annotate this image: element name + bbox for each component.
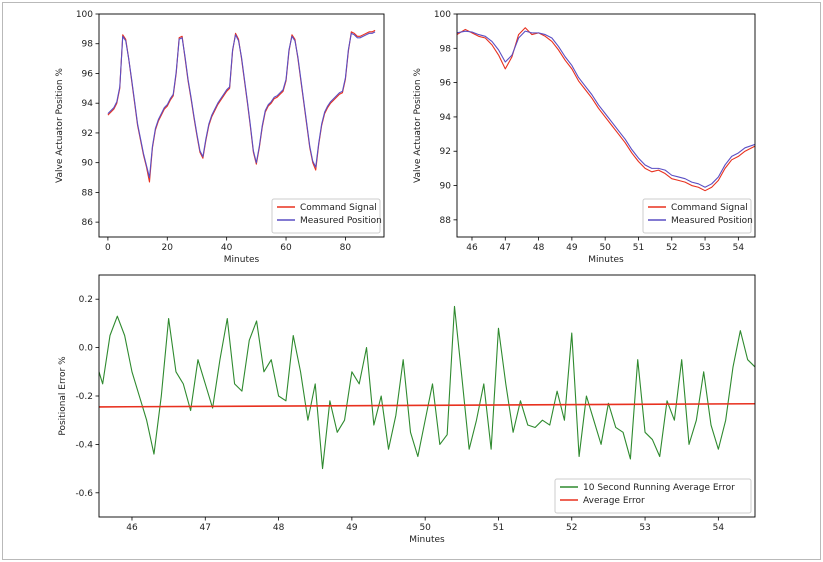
series-line-2 <box>457 30 755 188</box>
y-tick-label: 94 <box>440 113 452 123</box>
plot-area <box>457 27 755 192</box>
x-tick-label: 52 <box>666 243 677 253</box>
y-tick-label: 94 <box>82 99 94 109</box>
y-tick-label: 98 <box>82 40 94 50</box>
y-tick-label: 88 <box>82 188 94 198</box>
x-tick-label: 49 <box>566 243 578 253</box>
x-axis-label: Minutes <box>224 255 260 265</box>
y-tick-label: 100 <box>76 10 93 20</box>
y-tick-label: 100 <box>434 10 451 20</box>
legend-label: Average Error <box>583 496 645 506</box>
y-tick-label: 96 <box>440 79 452 89</box>
y-axis-label: Positional Error % <box>58 356 68 436</box>
y-tick-label: 0.0 <box>79 344 94 354</box>
series-line-1 <box>107 29 376 183</box>
x-tick-label: 51 <box>633 243 644 253</box>
legend-label: Measured Position <box>300 216 382 226</box>
y-tick-label: 92 <box>440 147 451 157</box>
x-tick-label: 50 <box>419 523 431 533</box>
x-tick-label: 48 <box>273 523 285 533</box>
x-tick-label: 0 <box>105 243 111 253</box>
series-line-2 <box>99 402 755 408</box>
x-tick-label: 48 <box>533 243 545 253</box>
y-tick-label: 90 <box>440 182 452 192</box>
x-tick-label: 54 <box>713 523 725 533</box>
x-tick-label: 47 <box>500 243 511 253</box>
legend-label: 10 Second Running Average Error <box>583 483 735 493</box>
x-axis-label: Minutes <box>409 535 445 545</box>
series-line-1 <box>457 27 755 192</box>
y-tick-label: -0.2 <box>75 392 93 402</box>
y-tick-label: 0.2 <box>79 295 93 305</box>
chart-3 <box>95 274 756 521</box>
legend-box <box>271 198 381 234</box>
x-tick-label: 20 <box>162 243 174 253</box>
x-tick-label: 80 <box>340 243 352 253</box>
y-tick-label: 90 <box>82 159 94 169</box>
legend-box <box>642 198 752 234</box>
x-axis-label: Minutes <box>588 255 624 265</box>
legend-label: Command Signal <box>300 203 377 213</box>
x-tick-label: 51 <box>493 523 504 533</box>
x-tick-label: 46 <box>126 523 138 533</box>
axes-box <box>456 13 756 238</box>
x-tick-label: 53 <box>699 243 710 253</box>
legend-label: Command Signal <box>671 203 748 213</box>
y-tick-label: 98 <box>440 44 452 54</box>
y-axis-label: Valve Actuator Position % <box>55 68 65 183</box>
plot-area <box>99 305 755 470</box>
y-tick-label: -0.4 <box>75 440 93 450</box>
y-tick-label: -0.6 <box>75 489 93 499</box>
series-line-1 <box>99 305 755 470</box>
x-tick-label: 54 <box>733 243 745 253</box>
x-tick-label: 52 <box>566 523 577 533</box>
legend-box <box>554 478 752 514</box>
axes-box <box>98 13 385 238</box>
x-tick-label: 49 <box>346 523 358 533</box>
x-tick-label: 46 <box>466 243 478 253</box>
chart-1 <box>95 13 385 241</box>
series-line-2 <box>107 31 376 179</box>
x-tick-label: 47 <box>200 523 211 533</box>
chart-2 <box>453 13 756 241</box>
x-tick-label: 53 <box>639 523 650 533</box>
x-tick-label: 50 <box>599 243 611 253</box>
y-tick-label: 88 <box>440 216 452 226</box>
y-tick-label: 96 <box>82 69 94 79</box>
y-tick-label: 86 <box>82 218 94 228</box>
y-axis-label: Valve Actuator Position % <box>413 68 423 183</box>
plot-area <box>107 29 376 183</box>
x-tick-label: 60 <box>280 243 292 253</box>
legend-label: Measured Position <box>671 216 753 226</box>
y-tick-label: 92 <box>82 129 93 139</box>
x-tick-label: 40 <box>221 243 233 253</box>
